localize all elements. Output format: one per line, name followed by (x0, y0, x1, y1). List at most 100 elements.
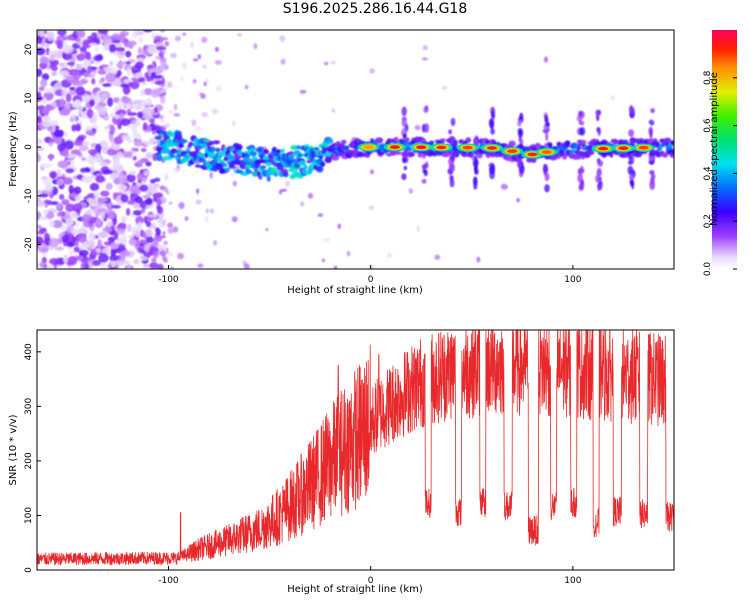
spike-blob (490, 106, 495, 117)
noise-speckle (37, 36, 43, 44)
peak-core (598, 146, 609, 151)
noise-speckle (105, 220, 113, 228)
noise-speckle (387, 252, 392, 258)
noise-speckle (103, 169, 113, 175)
noise-speckle (125, 103, 135, 108)
noise-speckle (278, 189, 283, 195)
noise-speckle (229, 173, 237, 177)
noise-speckle (43, 177, 52, 187)
spike-blob (580, 180, 585, 191)
noise-speckle (68, 250, 76, 256)
noise-speckle (37, 146, 45, 151)
noise-speckle (170, 266, 174, 269)
noise-speckle (120, 193, 129, 203)
colorbar-label: Normalized spectral amplitude (709, 72, 720, 226)
noise-speckle (37, 230, 45, 235)
noise-speckle (78, 144, 89, 152)
noise-speckle (62, 177, 73, 185)
ridge-blob (280, 148, 285, 153)
noise-speckle (100, 262, 107, 269)
noise-speckle (86, 155, 97, 164)
noise-speckle (408, 188, 413, 194)
snr-x-label: Height of straight line (km) (287, 584, 423, 595)
noise-speckle (108, 43, 117, 53)
noise-speckle (333, 265, 338, 269)
noise-speckle (91, 78, 96, 85)
ridge-blob (355, 138, 361, 143)
ridge-blob (262, 149, 269, 155)
noise-speckle (163, 257, 168, 263)
noise-speckle (122, 151, 128, 158)
spike-blob (649, 129, 653, 139)
noise-speckle (58, 70, 69, 76)
noise-speckle (129, 43, 134, 50)
spike-blob (596, 126, 600, 133)
ridge-blob (215, 147, 221, 153)
spike-blob (627, 165, 634, 175)
noise-speckle (37, 111, 41, 117)
noise-speckle (97, 197, 104, 203)
noise-speckle (143, 170, 149, 176)
noise-speckle (62, 40, 68, 50)
noise-speckle (52, 220, 63, 229)
noise-speckle (167, 227, 174, 234)
noise-speckle (89, 202, 98, 207)
peak-core (462, 145, 473, 150)
noise-speckle (56, 39, 64, 49)
noise-speckle (37, 236, 44, 245)
noise-speckle (133, 140, 143, 147)
noise-speckle (119, 112, 125, 118)
noise-speckle (153, 192, 164, 199)
noise-speckle (126, 208, 131, 216)
snr-x-tick-label: -100 (158, 576, 179, 586)
spike-blob (598, 176, 602, 182)
noise-speckle (160, 89, 167, 94)
spike-blob (597, 160, 604, 167)
spectrogram-x-tick-label: -100 (158, 275, 179, 285)
noise-speckle (120, 250, 131, 257)
noise-speckle (142, 194, 151, 199)
noise-speckle (46, 264, 53, 269)
noise-speckle (106, 148, 116, 156)
snr-x-tick-label: 100 (564, 576, 581, 586)
ridge-blob (259, 153, 265, 161)
noise-speckle (67, 256, 78, 266)
noise-speckle (109, 60, 114, 67)
noise-speckle (45, 184, 54, 192)
noise-speckle (145, 229, 152, 237)
spike-blob (576, 114, 583, 122)
noise-speckle (72, 203, 83, 213)
noise-speckle (368, 205, 375, 211)
noise-speckle (61, 234, 70, 243)
noise-speckle (94, 104, 103, 111)
noise-speckle (237, 33, 243, 37)
noise-speckle (160, 59, 167, 67)
noise-speckle (126, 266, 132, 269)
spectrogram-y-label: Frequency (Hz) (8, 111, 19, 187)
spike-blob (596, 115, 600, 122)
noise-speckle (161, 95, 166, 102)
noise-speckle (209, 208, 215, 214)
ridge-peaks (357, 142, 655, 159)
noise-speckle (126, 112, 138, 116)
noise-speckle (74, 37, 81, 42)
ridge-blob (208, 146, 216, 153)
noise-speckle (95, 217, 102, 225)
ridge-blob (579, 139, 587, 145)
noise-speckle (92, 36, 100, 43)
noise-speckle (131, 99, 143, 105)
noise-speckle (147, 185, 156, 192)
noise-speckle (80, 167, 87, 173)
spectrogram-y-tick-label: -10 (24, 188, 34, 203)
noise-speckle (59, 110, 71, 116)
noise-speckle (442, 86, 447, 90)
spike-blob (401, 106, 407, 117)
ridge-blob (288, 168, 295, 173)
noise-speckle (300, 201, 305, 207)
snr-y-tick-label: 200 (24, 452, 34, 469)
noise-speckle (61, 87, 68, 97)
noise-speckle (127, 124, 138, 129)
spike-blob (650, 108, 655, 114)
peak-core (527, 152, 538, 157)
